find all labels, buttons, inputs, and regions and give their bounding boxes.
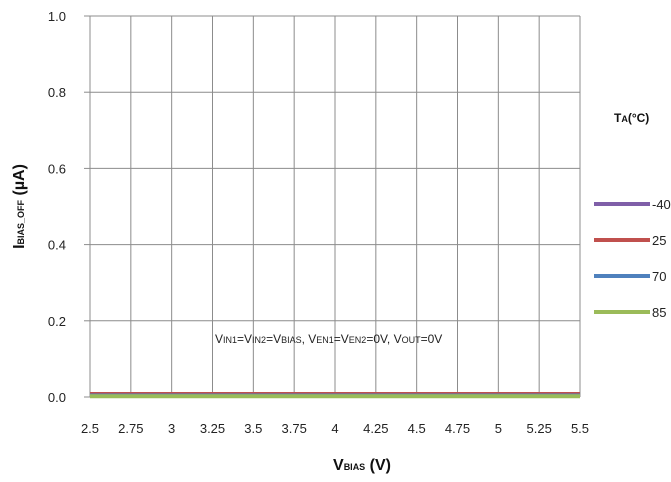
x-tick-label: 2.75 [118, 421, 143, 436]
x-tick-label: 3.75 [282, 421, 307, 436]
y-tick-label: 0.8 [48, 85, 66, 100]
x-tick-label: 5.5 [571, 421, 589, 436]
x-tick-label: 4.25 [363, 421, 388, 436]
y-tick-label: 0.2 [48, 314, 66, 329]
x-axis-title: VBIAS (V) [333, 457, 391, 474]
series-lines [90, 391, 580, 399]
x-tick-labels: 2.5 2.75 3 3.25 3.5 3.75 4 4.25 4.5 4.75 5 5.25 5.5 [81, 421, 589, 436]
x-tick-label: 5.25 [527, 421, 552, 436]
y-tick-label: 0.4 [48, 238, 66, 253]
x-tick-label: 2.5 [81, 421, 99, 436]
y-tick-labels: 0.0 0.2 0.4 0.6 0.8 1.0 [48, 9, 66, 405]
legend-label: 85 [652, 305, 666, 320]
x-tick-label: 3 [168, 421, 175, 436]
x-tick-label: 4.5 [408, 421, 426, 436]
x-tick-label: 5 [495, 421, 502, 436]
y-tick-label: 1.0 [48, 9, 66, 24]
x-tick-label: 4 [331, 421, 338, 436]
y-axis-title: IBIAS_OFF (µA) [11, 164, 28, 249]
x-tick-label: 4.75 [445, 421, 470, 436]
x-tick-label: 3.25 [200, 421, 225, 436]
x-tick-label: 3.5 [244, 421, 262, 436]
y-tick-label: 0.6 [48, 161, 66, 176]
conditions-annotation: VIN1=VIN2=VBIAS, VEN1=VEN2=0V, VOUT=0V [215, 332, 442, 346]
legend-label: -40 [652, 197, 671, 212]
legend-label: 25 [652, 233, 666, 248]
legend-label: 70 [652, 269, 666, 284]
y-tick-label: 0.0 [48, 390, 66, 405]
legend: TA(°C) -40 25 70 85 [594, 111, 671, 320]
legend-title: TA(°C) [614, 111, 649, 125]
